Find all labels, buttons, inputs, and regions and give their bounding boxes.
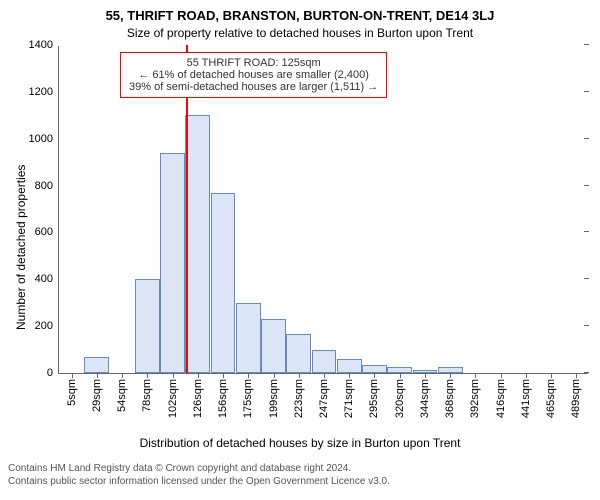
x-tick-label: 29sqm bbox=[91, 379, 103, 412]
x-tick-mark bbox=[349, 373, 350, 378]
y-tick-label: 1400 bbox=[29, 39, 59, 51]
callout-line: 55 THRIFT ROAD: 125sqm bbox=[129, 57, 378, 69]
x-tick-label: 156sqm bbox=[217, 379, 229, 418]
property-callout-box: 55 THRIFT ROAD: 125sqm← 61% of detached … bbox=[120, 52, 387, 98]
histogram-bar bbox=[84, 357, 109, 373]
y-tick-mark bbox=[584, 44, 589, 45]
histogram-bar bbox=[337, 359, 362, 373]
x-tick-mark bbox=[248, 373, 249, 378]
x-tick-label: 489sqm bbox=[570, 379, 582, 418]
y-tick-mark bbox=[584, 185, 589, 186]
footer-line-1: Contains HM Land Registry data © Crown c… bbox=[8, 463, 390, 476]
histogram-bar bbox=[362, 365, 387, 373]
y-tick-mark bbox=[584, 138, 589, 139]
y-tick-label: 600 bbox=[35, 226, 59, 238]
callout-line: ← 61% of detached houses are smaller (2,… bbox=[129, 69, 378, 81]
y-tick-mark bbox=[584, 278, 589, 279]
y-tick-mark bbox=[584, 91, 589, 92]
x-tick-mark bbox=[576, 373, 577, 378]
y-tick-mark bbox=[584, 372, 589, 373]
x-tick-mark bbox=[374, 373, 375, 378]
histogram-bar bbox=[261, 319, 286, 373]
x-tick-mark bbox=[274, 373, 275, 378]
y-tick-mark bbox=[584, 231, 589, 232]
y-tick-label: 800 bbox=[35, 180, 59, 192]
footer-line-2: Contains public sector information licen… bbox=[8, 476, 390, 489]
x-tick-mark bbox=[425, 373, 426, 378]
histogram-chart: 55, THRIFT ROAD, BRANSTON, BURTON-ON-TRE… bbox=[0, 0, 600, 500]
x-tick-label: 126sqm bbox=[192, 379, 204, 418]
x-tick-mark bbox=[147, 373, 148, 378]
x-tick-label: 465sqm bbox=[545, 379, 557, 418]
x-tick-mark bbox=[450, 373, 451, 378]
x-tick-label: 368sqm bbox=[444, 379, 456, 418]
histogram-bar bbox=[160, 153, 185, 373]
x-tick-label: 54sqm bbox=[116, 379, 128, 412]
histogram-bar bbox=[211, 193, 236, 373]
x-tick-label: 295sqm bbox=[368, 379, 380, 418]
histogram-bar bbox=[236, 303, 261, 373]
x-tick-mark bbox=[122, 373, 123, 378]
x-tick-mark bbox=[551, 373, 552, 378]
y-tick-label: 200 bbox=[35, 320, 59, 332]
x-tick-mark bbox=[198, 373, 199, 378]
x-tick-mark bbox=[223, 373, 224, 378]
x-tick-label: 441sqm bbox=[520, 379, 532, 418]
y-tick-label: 1200 bbox=[29, 86, 59, 98]
x-tick-label: 223sqm bbox=[293, 379, 305, 418]
y-tick-mark bbox=[584, 325, 589, 326]
x-tick-mark bbox=[475, 373, 476, 378]
x-tick-mark bbox=[324, 373, 325, 378]
x-tick-label: 392sqm bbox=[469, 379, 481, 418]
copyright-footer: Contains HM Land Registry data © Crown c… bbox=[8, 463, 390, 488]
histogram-bar bbox=[312, 350, 337, 373]
y-axis-label: Number of detached properties bbox=[14, 165, 28, 330]
x-tick-label: 199sqm bbox=[268, 379, 280, 418]
histogram-bar bbox=[185, 115, 210, 373]
x-tick-label: 320sqm bbox=[394, 379, 406, 418]
x-tick-mark bbox=[526, 373, 527, 378]
x-tick-label: 102sqm bbox=[167, 379, 179, 418]
x-tick-mark bbox=[299, 373, 300, 378]
x-tick-label: 271sqm bbox=[343, 379, 355, 418]
histogram-bar bbox=[135, 279, 160, 373]
callout-line: 39% of semi-detached houses are larger (… bbox=[129, 81, 378, 93]
y-tick-label: 0 bbox=[47, 367, 59, 379]
x-tick-mark bbox=[501, 373, 502, 378]
x-tick-mark bbox=[97, 373, 98, 378]
x-tick-mark bbox=[173, 373, 174, 378]
x-axis-label: Distribution of detached houses by size … bbox=[0, 436, 600, 450]
histogram-bar bbox=[286, 334, 311, 373]
x-tick-mark bbox=[400, 373, 401, 378]
x-tick-label: 5sqm bbox=[66, 379, 78, 406]
y-tick-label: 1000 bbox=[29, 133, 59, 145]
x-tick-label: 416sqm bbox=[495, 379, 507, 418]
x-tick-mark bbox=[72, 373, 73, 378]
y-tick-label: 400 bbox=[35, 273, 59, 285]
x-tick-label: 247sqm bbox=[318, 379, 330, 418]
x-tick-label: 78sqm bbox=[141, 379, 153, 412]
chart-title-subtitle: Size of property relative to detached ho… bbox=[0, 26, 600, 40]
x-tick-label: 175sqm bbox=[242, 379, 254, 418]
chart-title-address: 55, THRIFT ROAD, BRANSTON, BURTON-ON-TRE… bbox=[0, 8, 600, 23]
x-tick-label: 344sqm bbox=[419, 379, 431, 418]
